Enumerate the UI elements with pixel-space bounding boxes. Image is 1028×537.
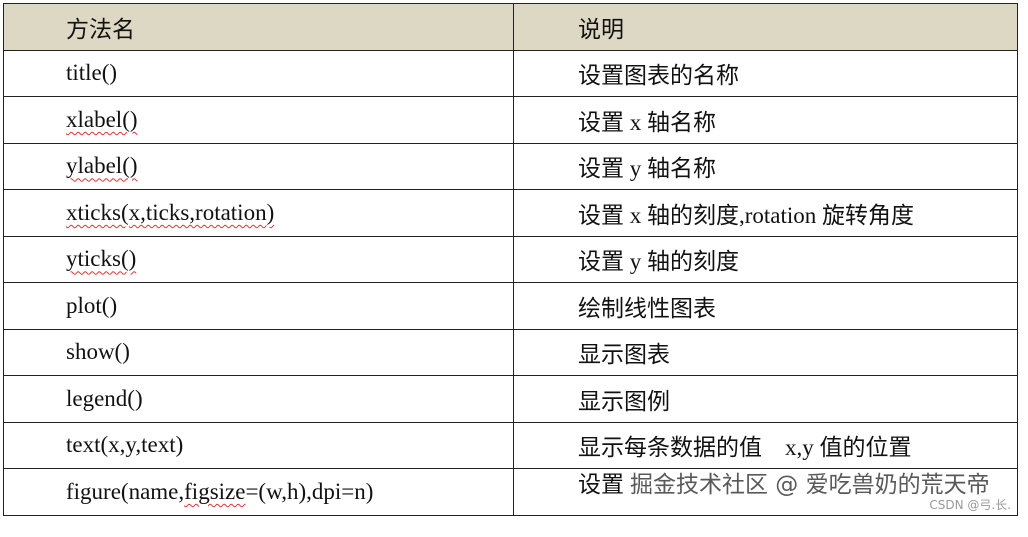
description-line: 设置 掘金技术社区 @ 爱吃兽奶的荒天帝 xyxy=(578,472,1011,498)
header-description: 说明 xyxy=(513,3,1018,51)
description-cell: 设置 x 轴名称 xyxy=(513,96,1018,144)
table-row: plot() 绘制线性图表 xyxy=(3,282,1018,330)
method-text: xticks(x,ticks,rotation) xyxy=(66,199,275,225)
juejin-watermark: 掘金技术社区 @ 爱吃兽奶的荒天帝 xyxy=(630,471,990,498)
description-cell: 设置 y 轴的刻度 xyxy=(513,235,1018,283)
method-cell: yticks() xyxy=(3,235,514,283)
method-cell: plot() xyxy=(3,282,514,330)
method-cell: ylabel() xyxy=(3,142,514,190)
method-cell: show() xyxy=(3,328,514,376)
header-row: 方法名 说明 xyxy=(3,3,1018,51)
method-cell: xticks(x,ticks,rotation) xyxy=(3,189,514,237)
description-cell: 绘制线性图表 xyxy=(513,282,1018,330)
table-row: show() 显示图表 xyxy=(3,328,1018,376)
table-row: yticks() 设置 y 轴的刻度 xyxy=(3,235,1018,283)
method-text: xlabel() xyxy=(66,106,138,132)
table-row: xticks(x,ticks,rotation) 设置 x 轴的刻度,rotati… xyxy=(3,189,1018,237)
description-cell: 显示图例 xyxy=(513,375,1018,423)
table-row: legend() 显示图例 xyxy=(3,375,1018,423)
description-cell: 设置图表的名称 xyxy=(513,49,1018,97)
table-row: figure(name,figsize=(w,h),dpi=n) 设置 掘金技术社… xyxy=(3,468,1018,516)
description-cell: 显示图表 xyxy=(513,328,1018,376)
description-cell: 显示每条数据的值 x,y 值的位置 xyxy=(513,421,1018,469)
table-row: text(x,y,text) 显示每条数据的值 x,y 值的位置 xyxy=(3,421,1018,469)
method-cell: text(x,y,text) xyxy=(3,421,514,469)
method-text: ylabel() xyxy=(66,153,138,179)
description-cell: 设置 x 轴的刻度,rotation 旋转角度 xyxy=(513,189,1018,237)
description-cell: 设置 掘金技术社区 @ 爱吃兽奶的荒天帝 CSDN @弓.长. xyxy=(513,468,1018,516)
figsize-text: figsize xyxy=(184,478,246,504)
description-cell: 设置 y 轴名称 xyxy=(513,142,1018,190)
method-cell: figure(name,figsize=(w,h),dpi=n) xyxy=(3,468,514,516)
table-row: xlabel() 设置 x 轴名称 xyxy=(3,96,1018,144)
description-text: 设置 xyxy=(578,471,624,497)
method-cell: xlabel() xyxy=(3,96,514,144)
csdn-watermark: CSDN @弓.长. xyxy=(929,497,1011,512)
methods-table: 方法名 说明 title() 设置图表的名称 xlabel() 设置 x 轴名称 y… xyxy=(3,3,1018,516)
method-cell: legend() xyxy=(3,375,514,423)
method-cell: title() xyxy=(3,49,514,97)
table-row: ylabel() 设置 y 轴名称 xyxy=(3,142,1018,190)
header-method: 方法名 xyxy=(3,3,514,51)
table-row: title() 设置图表的名称 xyxy=(3,49,1018,97)
method-text: yticks() xyxy=(66,246,137,272)
